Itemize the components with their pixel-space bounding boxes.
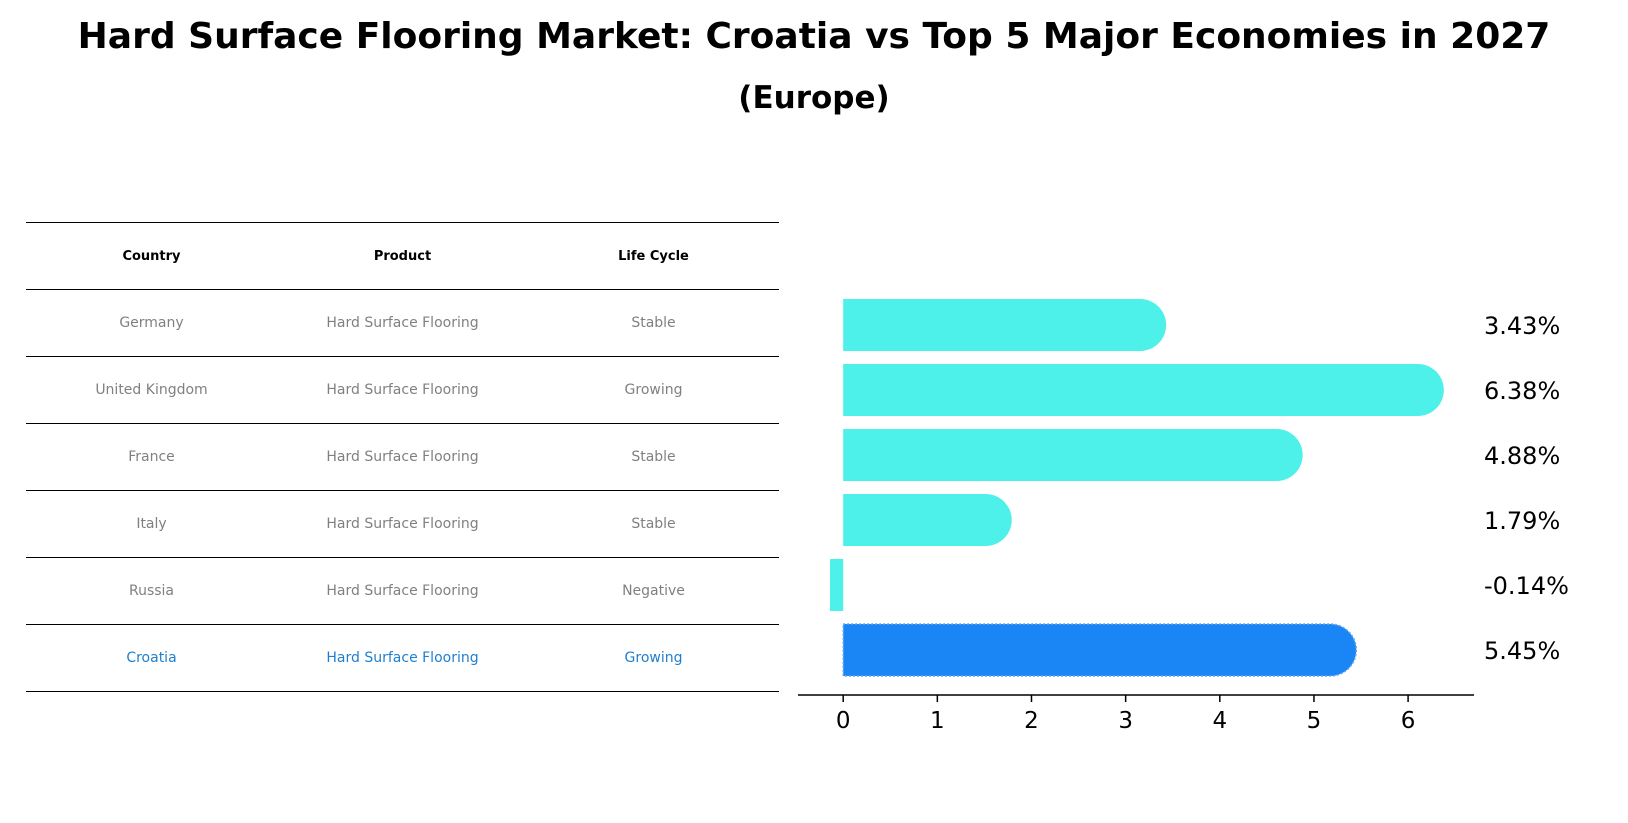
x-tick-label: 3 [1118, 708, 1133, 734]
chart-subtitle: (Europe) [738, 80, 890, 116]
value-label: 5.45% [1484, 637, 1560, 665]
table-row: Italy Hard Surface Flooring Stable [26, 490, 779, 557]
cell-product: Hard Surface Flooring [326, 449, 479, 465]
value-label: 1.79% [1484, 507, 1560, 535]
table-row: United Kingdom Hard Surface Flooring Gro… [26, 356, 779, 423]
bar-germany [843, 299, 1167, 351]
table-row-highlight: Croatia Hard Surface Flooring Growing [26, 624, 779, 692]
value-label: 3.43% [1484, 312, 1560, 340]
cell-product: Hard Surface Flooring [326, 583, 479, 599]
cell-country: United Kingdom [95, 382, 208, 398]
value-label: 6.38% [1484, 377, 1560, 405]
value-label: -0.14% [1484, 572, 1569, 600]
header-product: Product [373, 248, 432, 264]
table-header-row: Country Product Life Cycle [26, 222, 779, 289]
cell-life-cycle: Growing [624, 382, 683, 398]
cell-life-cycle: Stable [631, 315, 676, 331]
header-life-cycle: Life Cycle [618, 248, 689, 264]
cell-life-cycle: Stable [631, 449, 676, 465]
cell-country: France [128, 449, 175, 465]
country-table: Country Product Life Cycle Germany Hard … [26, 222, 779, 692]
x-tick-label: 6 [1401, 708, 1416, 734]
cell-life-cycle: Growing [624, 650, 683, 666]
cell-country: Germany [119, 315, 184, 331]
cell-product: Hard Surface Flooring [326, 315, 479, 331]
x-tick-label: 2 [1024, 708, 1039, 734]
cell-product: Hard Surface Flooring [326, 382, 479, 398]
value-label: 4.88% [1484, 442, 1560, 470]
cell-life-cycle: Stable [631, 516, 676, 532]
cell-country: Russia [128, 583, 175, 599]
table-row: Russia Hard Surface Flooring Negative [26, 557, 779, 624]
table-row: France Hard Surface Flooring Stable [26, 423, 779, 490]
x-tick-label: 4 [1212, 708, 1227, 734]
x-tick-label: 0 [836, 708, 851, 734]
table-row: Germany Hard Surface Flooring Stable [26, 289, 779, 356]
chart-title: Hard Surface Flooring Market: Croatia vs… [77, 16, 1551, 57]
header-country: Country [122, 248, 181, 264]
cell-country: Italy [136, 516, 167, 532]
cell-product: Hard Surface Flooring [326, 650, 479, 666]
x-tick-label: 1 [930, 708, 945, 734]
bar-france [843, 429, 1303, 481]
bar-highlight-croatia [842, 623, 1358, 677]
cell-life-cycle: Negative [622, 583, 685, 599]
cell-product: Hard Surface Flooring [326, 516, 479, 532]
x-tick-label: 5 [1307, 708, 1322, 734]
bar-united-kingdom [843, 364, 1444, 416]
bar-russia [830, 559, 844, 611]
cell-country: Croatia [126, 650, 177, 666]
bar-italy [843, 494, 1012, 546]
